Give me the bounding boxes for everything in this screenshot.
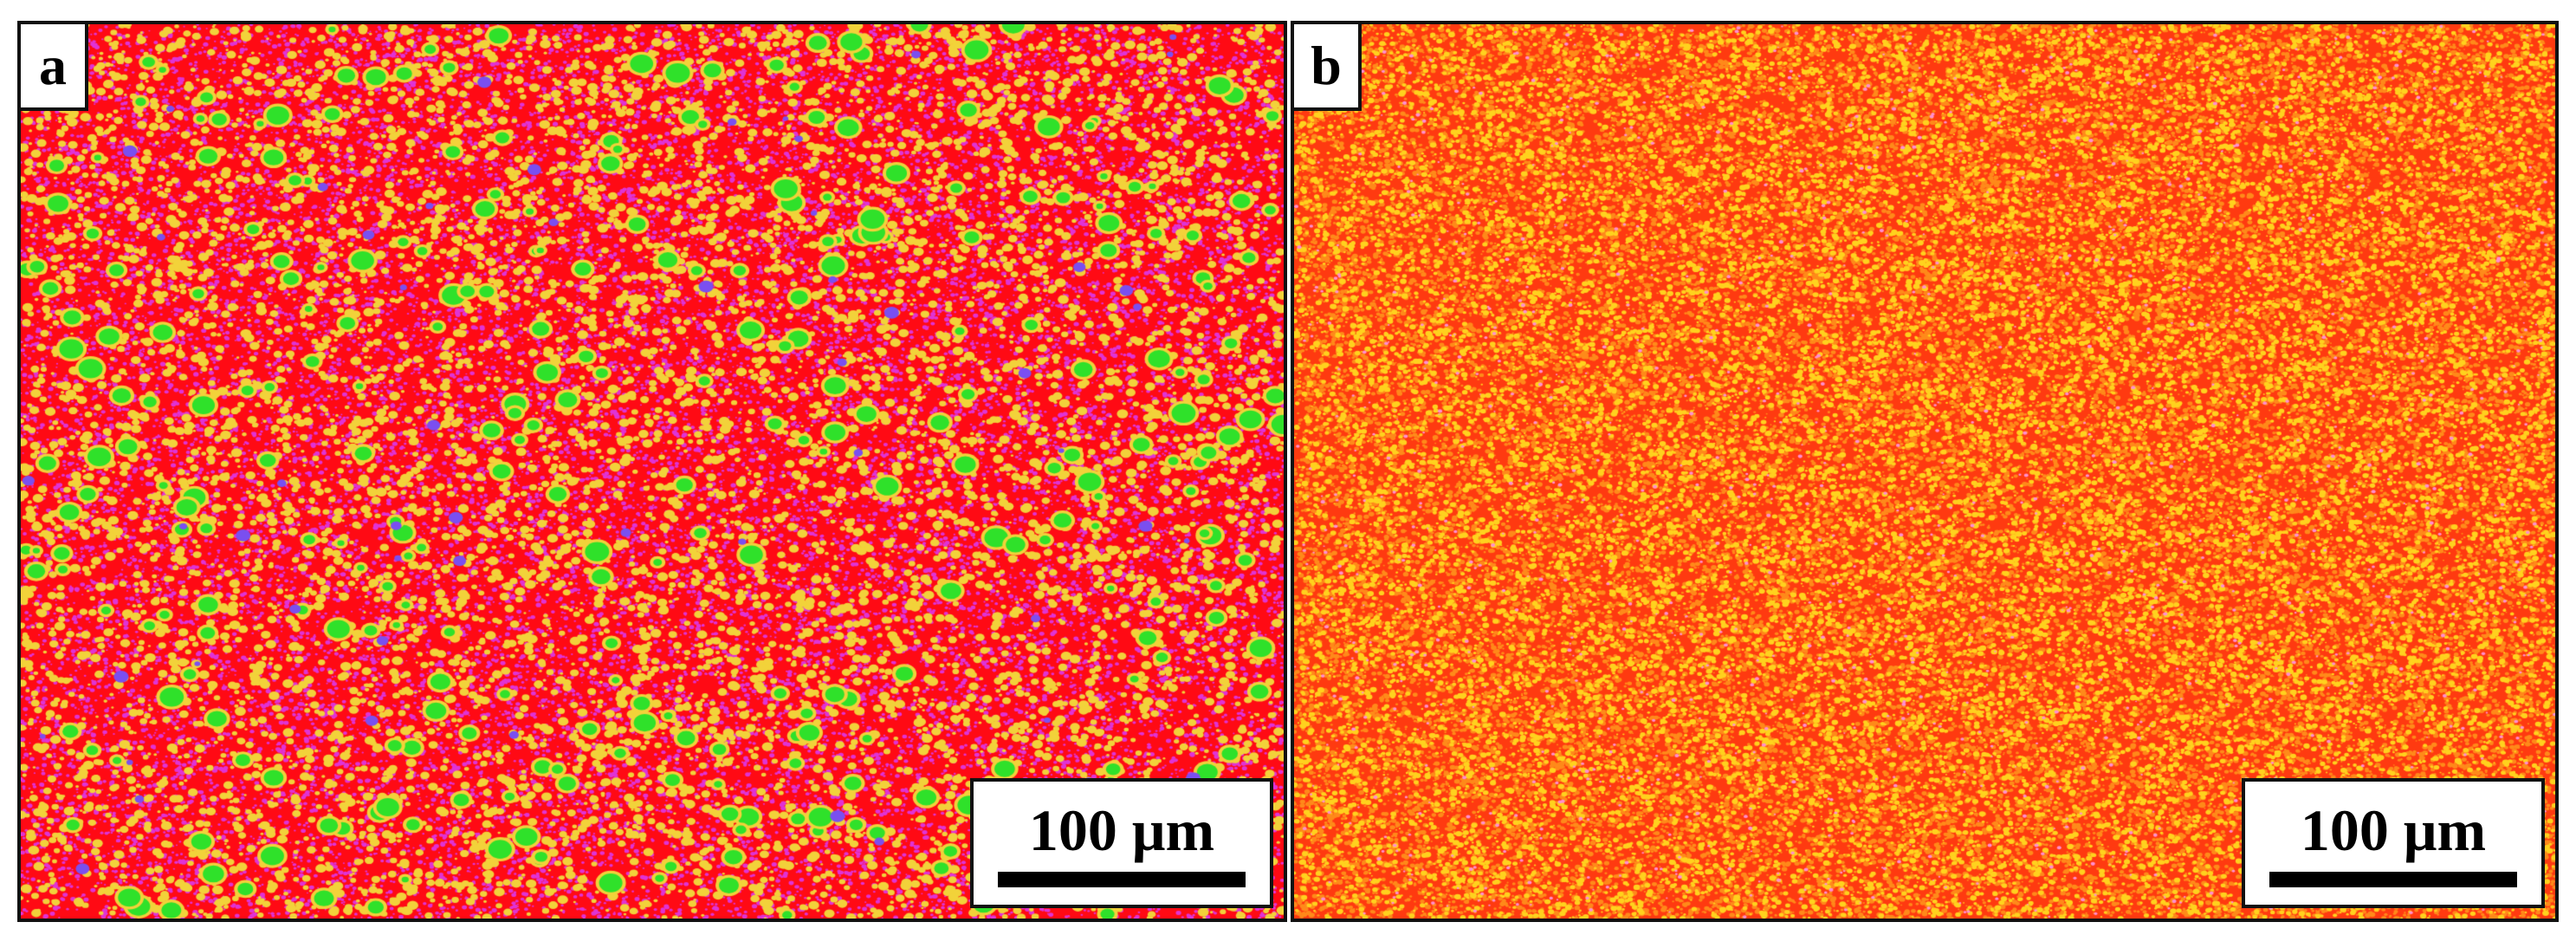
scale-bar-b — [2269, 872, 2517, 887]
panel-label-b: b — [1294, 24, 1362, 111]
phase-map-image-b — [1294, 24, 2555, 919]
scale-bar-label-a: 100 μm — [1028, 797, 1215, 863]
map-panel-a: a 100 μm — [17, 21, 1287, 922]
scale-bar-box-a: 100 μm — [970, 778, 1273, 908]
panel-label-text-b: b — [1311, 35, 1342, 96]
panel-label-text-a: a — [39, 35, 67, 96]
panel-label-a: a — [21, 24, 88, 111]
phase-map-image-a — [21, 24, 1284, 919]
scale-bar-box-b: 100 μm — [2242, 778, 2545, 908]
scale-bar-label-b: 100 μm — [2300, 797, 2487, 863]
scale-bar-a — [998, 872, 1246, 887]
map-panel-b: b 100 μm — [1291, 21, 2559, 922]
